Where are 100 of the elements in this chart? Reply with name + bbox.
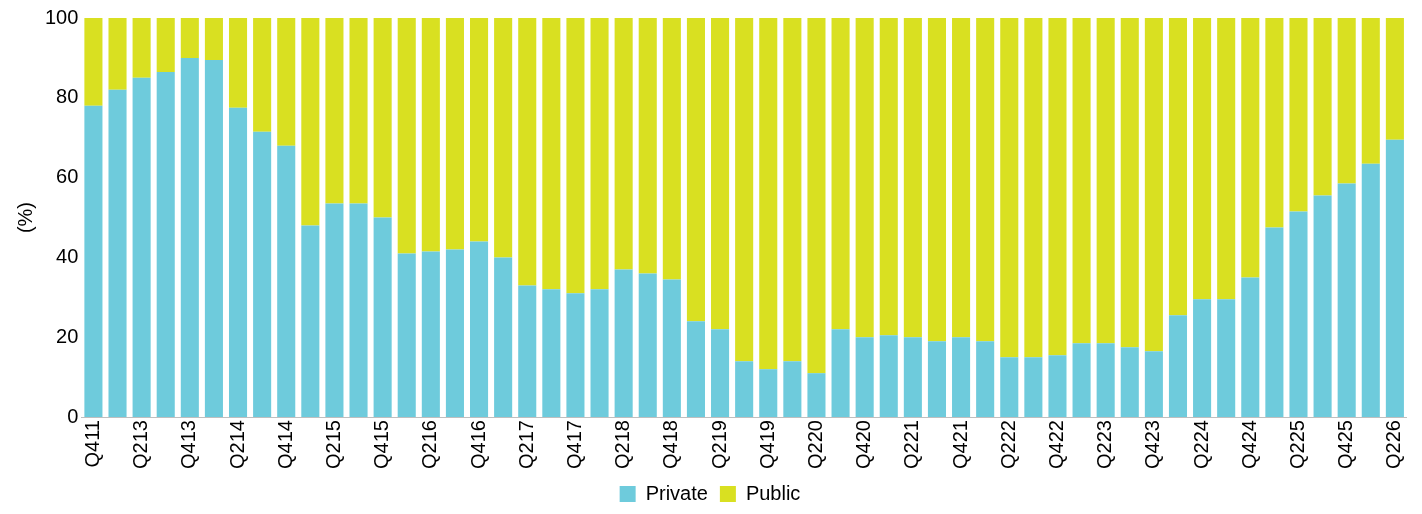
x-tick-label: Q216 (418, 420, 441, 470)
bar (156, 71, 175, 418)
bar (253, 18, 272, 132)
x-tick-label: Q421 (948, 420, 971, 470)
bar (132, 18, 151, 78)
x-tick-label: Q424 (1237, 420, 1260, 470)
bar (108, 18, 127, 90)
x-tick-label: Q221 (900, 420, 923, 470)
bar (1000, 18, 1019, 358)
x-tick-label: Q215 (321, 420, 344, 470)
bar (518, 18, 537, 286)
x-tick-label: Q415 (370, 420, 393, 470)
bar (1072, 18, 1091, 344)
bar (783, 18, 802, 362)
bar (759, 18, 778, 370)
bar (494, 257, 513, 418)
x-tick-label: Q413 (177, 420, 200, 470)
bar (494, 18, 513, 258)
bar (349, 18, 368, 204)
bar (855, 337, 874, 418)
bar (1313, 18, 1332, 196)
bar (903, 337, 922, 418)
x-tick-label: Q419 (755, 420, 778, 470)
x-tick-label: Q425 (1334, 420, 1357, 470)
bar (1000, 357, 1019, 418)
x-tick-label: Q417 (562, 420, 585, 470)
bar (301, 18, 320, 226)
bar (397, 253, 416, 418)
bar (228, 18, 248, 108)
bar (1289, 18, 1308, 212)
bar (735, 18, 754, 362)
bar (807, 18, 826, 374)
y-tick-label: 20 (56, 324, 79, 347)
x-tick-label: Q423 (1141, 420, 1164, 470)
bar (759, 369, 778, 418)
y-tick-label: 60 (56, 165, 79, 188)
bar (879, 335, 898, 418)
bar (1337, 18, 1356, 184)
bar (1289, 211, 1308, 418)
bar (1096, 18, 1115, 344)
bar (445, 249, 464, 418)
bar (204, 59, 223, 418)
bar (783, 361, 802, 418)
x-tick-label: Q217 (514, 420, 537, 470)
bar (228, 107, 248, 418)
legend-label: Public (745, 481, 801, 504)
bar (1193, 299, 1212, 418)
bar (590, 289, 609, 418)
bar (397, 18, 416, 254)
x-tick-label: Q220 (803, 420, 826, 470)
bar (614, 269, 633, 418)
bar (1048, 18, 1067, 356)
bar (1193, 18, 1212, 300)
bar (686, 18, 705, 322)
x-tick-label: Q226 (1382, 420, 1405, 470)
y-tick-label: 40 (56, 244, 79, 267)
bar (84, 18, 103, 106)
bar (614, 18, 633, 270)
bar (1096, 343, 1115, 418)
x-tick-label: Q218 (611, 420, 634, 470)
bar (1313, 195, 1332, 418)
bar (566, 293, 585, 418)
bar (711, 18, 730, 330)
bar (470, 18, 489, 242)
x-tick-label: Q414 (273, 420, 296, 470)
x-tick-label: Q420 (852, 420, 875, 470)
bar (1385, 139, 1404, 418)
x-tick-label: Q213 (129, 420, 152, 470)
x-tick-label: Q224 (1189, 420, 1212, 470)
bar (253, 131, 272, 418)
x-tick-label: Q222 (996, 420, 1019, 470)
bar (325, 203, 344, 418)
y-tick-label: 80 (56, 85, 79, 108)
x-tick-label: Q214 (225, 420, 248, 470)
bar (1217, 299, 1236, 418)
bar (1144, 351, 1163, 418)
x-tick-label: Q418 (659, 420, 682, 470)
y-tick-label: 100 (44, 5, 79, 28)
bar (1120, 347, 1139, 418)
bar (855, 18, 874, 338)
bar (686, 321, 705, 418)
bar (807, 373, 826, 418)
y-axis-title: (%) (13, 201, 36, 234)
bar (952, 337, 971, 418)
bar (132, 77, 151, 418)
bar (373, 18, 392, 218)
bar (470, 241, 489, 418)
bar (1217, 18, 1236, 300)
bar (445, 18, 464, 250)
bar (903, 18, 922, 338)
bar (180, 57, 199, 418)
bar (1120, 18, 1139, 348)
bar (831, 18, 850, 330)
bar (711, 329, 730, 418)
legend-label: Private (645, 481, 708, 504)
bar (1048, 355, 1067, 418)
bar (1168, 315, 1188, 418)
bar (1385, 18, 1404, 140)
bar (277, 18, 296, 146)
bar (301, 225, 320, 418)
